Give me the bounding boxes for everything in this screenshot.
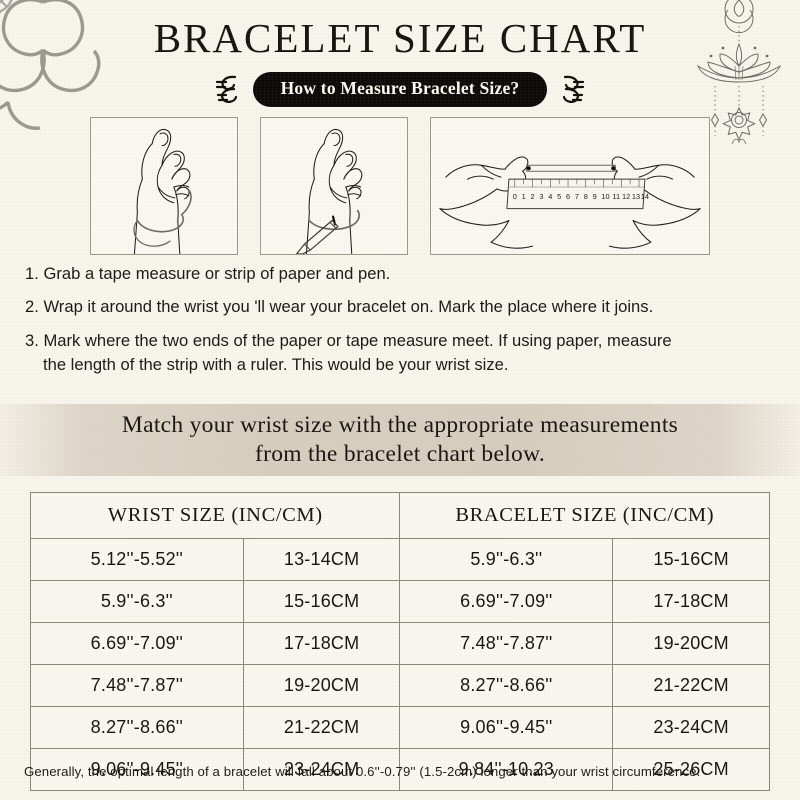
cell-wrist-inch: 5.9''-6.3'' [30, 580, 244, 623]
instruction-step-2-text: 2. Wrap it around the wrist you 'll wear… [25, 297, 654, 317]
ruler-tick-labels: 0 1 2 3 4 5 6 7 8 9 10 11 12 13 14 [513, 192, 649, 201]
table-row: 6.69''-7.09'' 17-18CM 7.48''-7.87'' 19-2… [30, 622, 770, 665]
cell-bracelet-inch: 5.9''-6.3'' [399, 538, 614, 581]
header-wrist-size: WRIST SIZE (INC/CM) [29, 492, 401, 539]
svg-text:4: 4 [548, 192, 552, 201]
svg-text:12: 12 [622, 192, 630, 201]
match-size-banner: Match your wrist size with the appropria… [0, 404, 800, 476]
size-chart-table: WRIST SIZE (INC/CM) BRACELET SIZE (INC/C… [29, 492, 770, 791]
cell-wrist-inch: 5.12''-5.52'' [30, 538, 244, 581]
svg-text:11: 11 [612, 192, 620, 201]
svg-text:13: 13 [632, 192, 640, 201]
svg-text:3: 3 [539, 192, 543, 201]
svg-text:14: 14 [641, 192, 649, 201]
cell-bracelet-inch: 9.06''-9.45'' [399, 706, 614, 749]
banner-line-1: Match your wrist size with the appropria… [121, 412, 679, 439]
svg-text:10: 10 [601, 192, 609, 201]
svg-text:8: 8 [584, 192, 588, 201]
hands-measuring-strip-with-ruler-illustration: 0 1 2 3 4 5 6 7 8 9 10 11 12 13 14 [430, 117, 710, 255]
boho-lotus-moon-mandala-icon [696, 0, 782, 145]
instruction-step-2: 2. Wrap it around the wrist you 'll wear… [25, 295, 780, 319]
svg-text:5: 5 [557, 192, 561, 201]
banner-line-2: from the bracelet chart below. [255, 441, 545, 467]
cell-wrist-cm: 21-22CM [242, 706, 401, 749]
cell-bracelet-inch: 6.69''-7.09'' [399, 580, 614, 623]
page-title: BRACELET SIZE CHART [153, 15, 647, 61]
hand-marking-with-pencil-illustration [260, 117, 408, 255]
table-row: 8.27''-8.66'' 21-22CM 9.06''-9.45'' 23-2… [30, 706, 770, 749]
swirl-flourish-icon [215, 75, 237, 103]
svg-text:0: 0 [513, 192, 517, 201]
cell-wrist-inch: 7.48''-7.87'' [30, 664, 244, 707]
instructions-list: 1. Grab a tape measure or strip of paper… [25, 262, 780, 387]
svg-text:9: 9 [593, 192, 597, 201]
cell-bracelet-cm: 15-16CM [612, 538, 770, 581]
cell-wrist-cm: 15-16CM [242, 580, 401, 623]
cell-bracelet-cm: 17-18CM [612, 580, 770, 623]
swirl-flourish-icon [563, 75, 585, 103]
cell-wrist-cm: 19-20CM [242, 664, 401, 707]
header-bracelet-size: BRACELET SIZE (INC/CM) [399, 492, 770, 539]
cell-wrist-cm: 23-24CM [242, 748, 401, 791]
instruction-step-3-continued: the length of the strip with a ruler. Th… [43, 355, 509, 375]
table-row: 9.06''-9.45'' 23-24CM 9.84''-10.23 25-26… [30, 748, 770, 791]
cell-bracelet-inch: 7.48''-7.87'' [399, 622, 614, 665]
mandala-flower-icon [0, 0, 101, 130]
svg-text:1: 1 [522, 192, 526, 201]
how-to-measure-badge: How to Measure Bracelet Size? [252, 72, 548, 107]
table-row: 5.12''-5.52'' 13-14CM 5.9''-6.3'' 15-16C… [30, 538, 770, 581]
cell-wrist-cm: 17-18CM [242, 622, 401, 665]
cell-bracelet-inch: 9.84''-10.23 [399, 748, 614, 791]
table-header-row: WRIST SIZE (INC/CM) BRACELET SIZE (INC/C… [29, 492, 770, 539]
cell-wrist-inch: 8.27''-8.66'' [30, 706, 244, 749]
cell-wrist-inch: 6.69''-7.09'' [30, 622, 244, 665]
footer-note: Generally, the optimal length of a brace… [24, 764, 701, 779]
cell-wrist-cm: 13-14CM [242, 538, 401, 581]
svg-text:2: 2 [530, 192, 534, 201]
instruction-step-3: 3. Mark where the two ends of the paper … [25, 329, 780, 378]
svg-text:7: 7 [575, 192, 579, 201]
svg-text:6: 6 [566, 192, 570, 201]
instruction-step-1-text: 1. Grab a tape measure or strip of paper… [25, 264, 391, 283]
illustration-panels: 0 1 2 3 4 5 6 7 8 9 10 11 12 13 14 [90, 117, 730, 255]
instruction-step-1: 1. Grab a tape measure or strip of paper… [25, 262, 780, 286]
cell-bracelet-cm: 19-20CM [612, 622, 770, 665]
hand-with-tape-measure-illustration [90, 117, 238, 255]
cell-bracelet-cm: 25-26CM [612, 748, 770, 791]
cell-wrist-inch: 9.06''-9.45'' [30, 748, 244, 791]
cell-bracelet-cm: 21-22CM [612, 664, 770, 707]
subtitle-row: How to Measure Bracelet Size? [0, 72, 800, 107]
cell-bracelet-inch: 8.27''-8.66'' [399, 664, 614, 707]
cell-bracelet-cm: 23-24CM [612, 706, 770, 749]
instruction-step-3-text: 3. Mark where the two ends of the paper … [25, 330, 672, 350]
table-row: 5.9''-6.3'' 15-16CM 6.69''-7.09'' 17-18C… [30, 580, 770, 623]
table-row: 7.48''-7.87'' 19-20CM 8.27''-8.66'' 21-2… [30, 664, 770, 707]
